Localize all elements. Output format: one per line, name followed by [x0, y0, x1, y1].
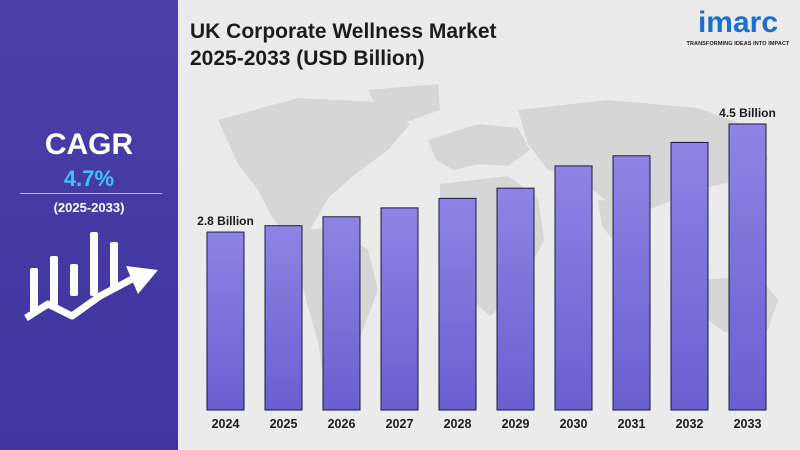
- x-tick-label: 2028: [444, 417, 472, 431]
- growth-chart-icon: [24, 232, 158, 321]
- x-tick-label: 2024: [212, 417, 240, 431]
- bar-2031: [612, 155, 651, 411]
- x-tick-label: 2029: [502, 417, 530, 431]
- x-tick-label: 2032: [676, 417, 704, 431]
- cagr-panel: CAGR 4.7% (2025-2033): [0, 0, 178, 450]
- bar-chart: 2.8 Billion 4.5 Billion 2024 2025 2026 2027 2…: [197, 106, 776, 431]
- bar-2029: [496, 187, 535, 411]
- bar-2024: [206, 231, 245, 411]
- data-label: 2.8 Billion: [197, 214, 254, 228]
- bar-2027: [380, 207, 419, 411]
- bar-2028: [438, 197, 477, 411]
- bar-2032: [670, 141, 709, 411]
- bar-2026: [322, 216, 361, 411]
- cagr-value: 4.7%: [63, 166, 115, 191]
- data-label: 4.5 Billion: [719, 106, 776, 120]
- page-title: UK Corporate Wellness Market 2025-2033 (…: [190, 18, 620, 72]
- bar-2033: [728, 123, 767, 411]
- x-tick-label: 2031: [618, 417, 646, 431]
- x-tick-label: 2026: [328, 417, 356, 431]
- bar-2030: [554, 165, 593, 411]
- x-tick-label: 2025: [270, 417, 298, 431]
- x-tick-label: 2033: [734, 417, 762, 431]
- imarc-logo: imarc TRANSFORMING IDEAS INTO IMPACT: [684, 6, 792, 47]
- x-tick-label: 2027: [386, 417, 414, 431]
- logo-word: imarc: [697, 6, 779, 39]
- cagr-divider: [20, 193, 162, 194]
- cagr-period: (2025-2033): [53, 200, 125, 215]
- logo-tagline: TRANSFORMING IDEAS INTO IMPACT: [686, 41, 790, 47]
- x-tick-label: 2030: [560, 417, 588, 431]
- bar-2025: [264, 225, 303, 411]
- title-line-2: 2025-2033 (USD Billion): [190, 47, 425, 70]
- cagr-label: CAGR: [44, 128, 134, 161]
- title-line-1: UK Corporate Wellness Market: [190, 20, 497, 43]
